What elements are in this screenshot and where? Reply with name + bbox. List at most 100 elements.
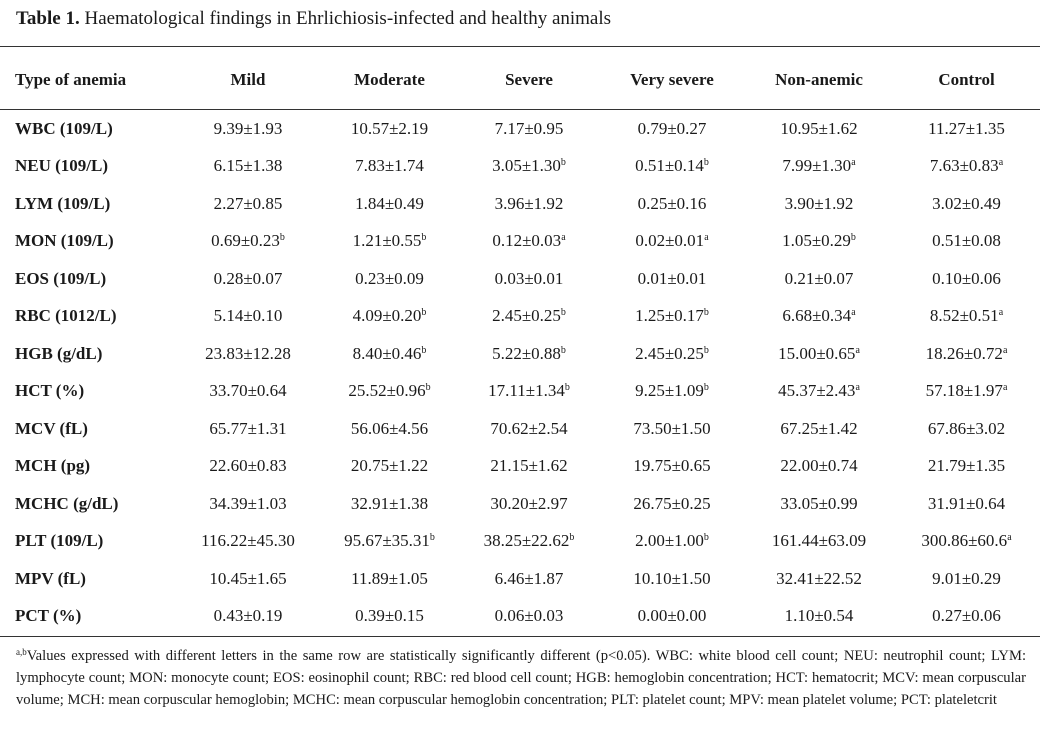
cell-value: 57.18±1.97 (925, 381, 1003, 401)
cell-value: 65.77±1.31 (209, 418, 287, 438)
table-cell: 3.90±1.92 (745, 185, 893, 223)
table-cell: 21.15±1.62 (459, 448, 599, 486)
cell-value: 21.79±1.35 (927, 456, 1006, 476)
table-cell: 95.67±35.31b (320, 523, 459, 561)
table-cell: 34.39±1.03 (176, 485, 320, 523)
column-header-severe: Severe (505, 70, 553, 89)
table-row: HGB (g/dL) 23.83±12.28 8.40±0.46b 5.22±0.88… (0, 335, 1040, 373)
footnote-marker: a,b (16, 647, 27, 657)
cell-value: 2.45±0.25 (492, 306, 561, 326)
significance-letter: a (1002, 382, 1008, 394)
significance-letter: b (279, 232, 285, 244)
table-cell: 0.69±0.23b (176, 223, 320, 261)
table-row: MON (109/L) 0.69±0.23b 1.21±0.55b 0.12±0.03… (0, 223, 1040, 261)
table-cell: 8.52±0.51a (893, 298, 1040, 336)
column-header-moderate: Moderate (354, 70, 425, 89)
table-cell: 7.17±0.95 (459, 110, 599, 148)
table-cell: 38.25±22.62b (459, 523, 599, 561)
cell-value: 9.01±0.29 (932, 568, 1001, 588)
table-row: MCHC (g/dL) 34.39±1.03 32.91±1.38 30.20±2.9… (0, 485, 1040, 523)
cell-value: 31.91±0.64 (927, 493, 1006, 513)
table-cell: 65.77±1.31 (176, 410, 320, 448)
table-top-rule (0, 46, 1040, 47)
cell-value: 67.86±3.02 (927, 418, 1006, 438)
table-cell: 0.39±0.15 (320, 598, 459, 636)
table-cell: 3.05±1.30b (459, 148, 599, 186)
table-bottom-rule (0, 636, 1040, 637)
table-cell: 1.25±0.17b (599, 298, 745, 336)
table-cell: 11.27±1.35 (893, 110, 1040, 148)
cell-value: 1.25±0.17 (635, 306, 704, 326)
cell-value: 0.51±0.08 (932, 231, 1001, 251)
table-row: NEU (109/L) 6.15±1.38 7.83±1.74 3.05±1.30b 0… (0, 148, 1040, 186)
row-label: MCH (pg) (15, 456, 91, 476)
cell-value: 10.95±1.62 (780, 118, 858, 138)
row-label: LYM (109/L) (15, 193, 111, 213)
table-cell: 7.83±1.74 (320, 148, 459, 186)
table-row: RBC (1012/L) 5.14±0.10 4.09±0.20b 2.45±0.25… (0, 298, 1040, 336)
cell-value: 0.10±0.06 (932, 268, 1001, 288)
table-cell: 56.06±4.56 (320, 410, 459, 448)
table-cell: 1.21±0.55b (320, 223, 459, 261)
table-cell: 6.46±1.87 (459, 560, 599, 598)
row-label: WBC (109/L) (15, 118, 113, 138)
significance-letter: b (703, 157, 709, 169)
table-cell: 1.05±0.29b (745, 223, 893, 261)
table-body: WBC (109/L) 9.39±1.93 10.57±2.19 7.17±0.95 0… (0, 110, 1040, 635)
cell-value: 33.70±0.64 (209, 381, 287, 401)
cell-value: 0.01±0.01 (637, 268, 707, 288)
table-row: EOS (109/L) 0.28±0.07 0.23±0.09 0.03±0.01 0.… (0, 260, 1040, 298)
table-cell: 0.79±0.27 (599, 110, 745, 148)
significance-letter: b (421, 307, 427, 319)
table-cell: 2.45±0.25b (459, 298, 599, 336)
significance-letter: b (560, 344, 566, 356)
table-cell: 10.57±2.19 (320, 110, 459, 148)
table-cell: 0.21±0.07 (745, 260, 893, 298)
table-cell: 9.01±0.29 (893, 560, 1040, 598)
cell-value: 45.37±2.43 (778, 381, 856, 401)
significance-letter: a (855, 344, 860, 356)
row-label: HGB (g/dL) (15, 343, 103, 363)
significance-letter: b (421, 232, 427, 244)
table-cell: 0.03±0.01 (459, 260, 599, 298)
table-cell: 45.37±2.43a (745, 373, 893, 411)
cell-value: 6.68±0.34 (782, 306, 852, 326)
table-cell: 0.51±0.14b (599, 148, 745, 186)
table-cell: 26.75±0.25 (599, 485, 745, 523)
table-cell: 0.23±0.09 (320, 260, 459, 298)
significance-letter: a (855, 382, 860, 394)
cell-value: 67.25±1.42 (780, 418, 858, 438)
table-cell: 0.51±0.08 (893, 223, 1040, 261)
column-header-control: Control (938, 70, 995, 89)
cell-value: 6.46±1.87 (494, 568, 564, 588)
table-row: MCH (pg) 22.60±0.83 20.75±1.22 21.15±1.62 19… (0, 448, 1040, 486)
cell-value: 0.23±0.09 (355, 268, 424, 288)
significance-letter: b (564, 382, 570, 394)
table-cell: 1.10±0.54 (745, 598, 893, 636)
table-row: MCV (fL) 65.77±1.31 56.06±4.56 70.62±2.54 73… (0, 410, 1040, 448)
cell-value: 19.75±0.65 (633, 456, 711, 476)
significance-letter: b (703, 344, 709, 356)
table-cell: 7.99±1.30a (745, 148, 893, 186)
cell-value: 26.75±0.25 (633, 493, 711, 513)
cell-value: 7.63±0.83 (929, 156, 999, 176)
cell-value: 10.45±1.65 (209, 568, 287, 588)
cell-value: 10.57±2.19 (350, 118, 429, 138)
cell-value: 33.05±0.99 (780, 493, 858, 513)
cell-value: 0.12±0.03 (492, 231, 562, 251)
cell-value: 95.67±35.31 (344, 531, 430, 551)
cell-value: 161.44±63.09 (771, 531, 867, 551)
table-cell: 18.26±0.72a (893, 335, 1040, 373)
cell-value: 0.02±0.01 (635, 231, 705, 251)
table-cell: 23.83±12.28 (176, 335, 320, 373)
table-cell: 25.52±0.96b (320, 373, 459, 411)
table-cell: 8.40±0.46b (320, 335, 459, 373)
table-header-row: Type of anemia Mild Moderate Severe Very… (0, 58, 1040, 102)
significance-letter: a (561, 232, 566, 244)
cell-value: 2.27±0.85 (213, 193, 283, 213)
table-cell: 21.79±1.35 (893, 448, 1040, 486)
cell-value: 0.21±0.07 (784, 268, 854, 288)
table-cell: 10.10±1.50 (599, 560, 745, 598)
table-cell: 10.95±1.62 (745, 110, 893, 148)
table-cell: 67.25±1.42 (745, 410, 893, 448)
